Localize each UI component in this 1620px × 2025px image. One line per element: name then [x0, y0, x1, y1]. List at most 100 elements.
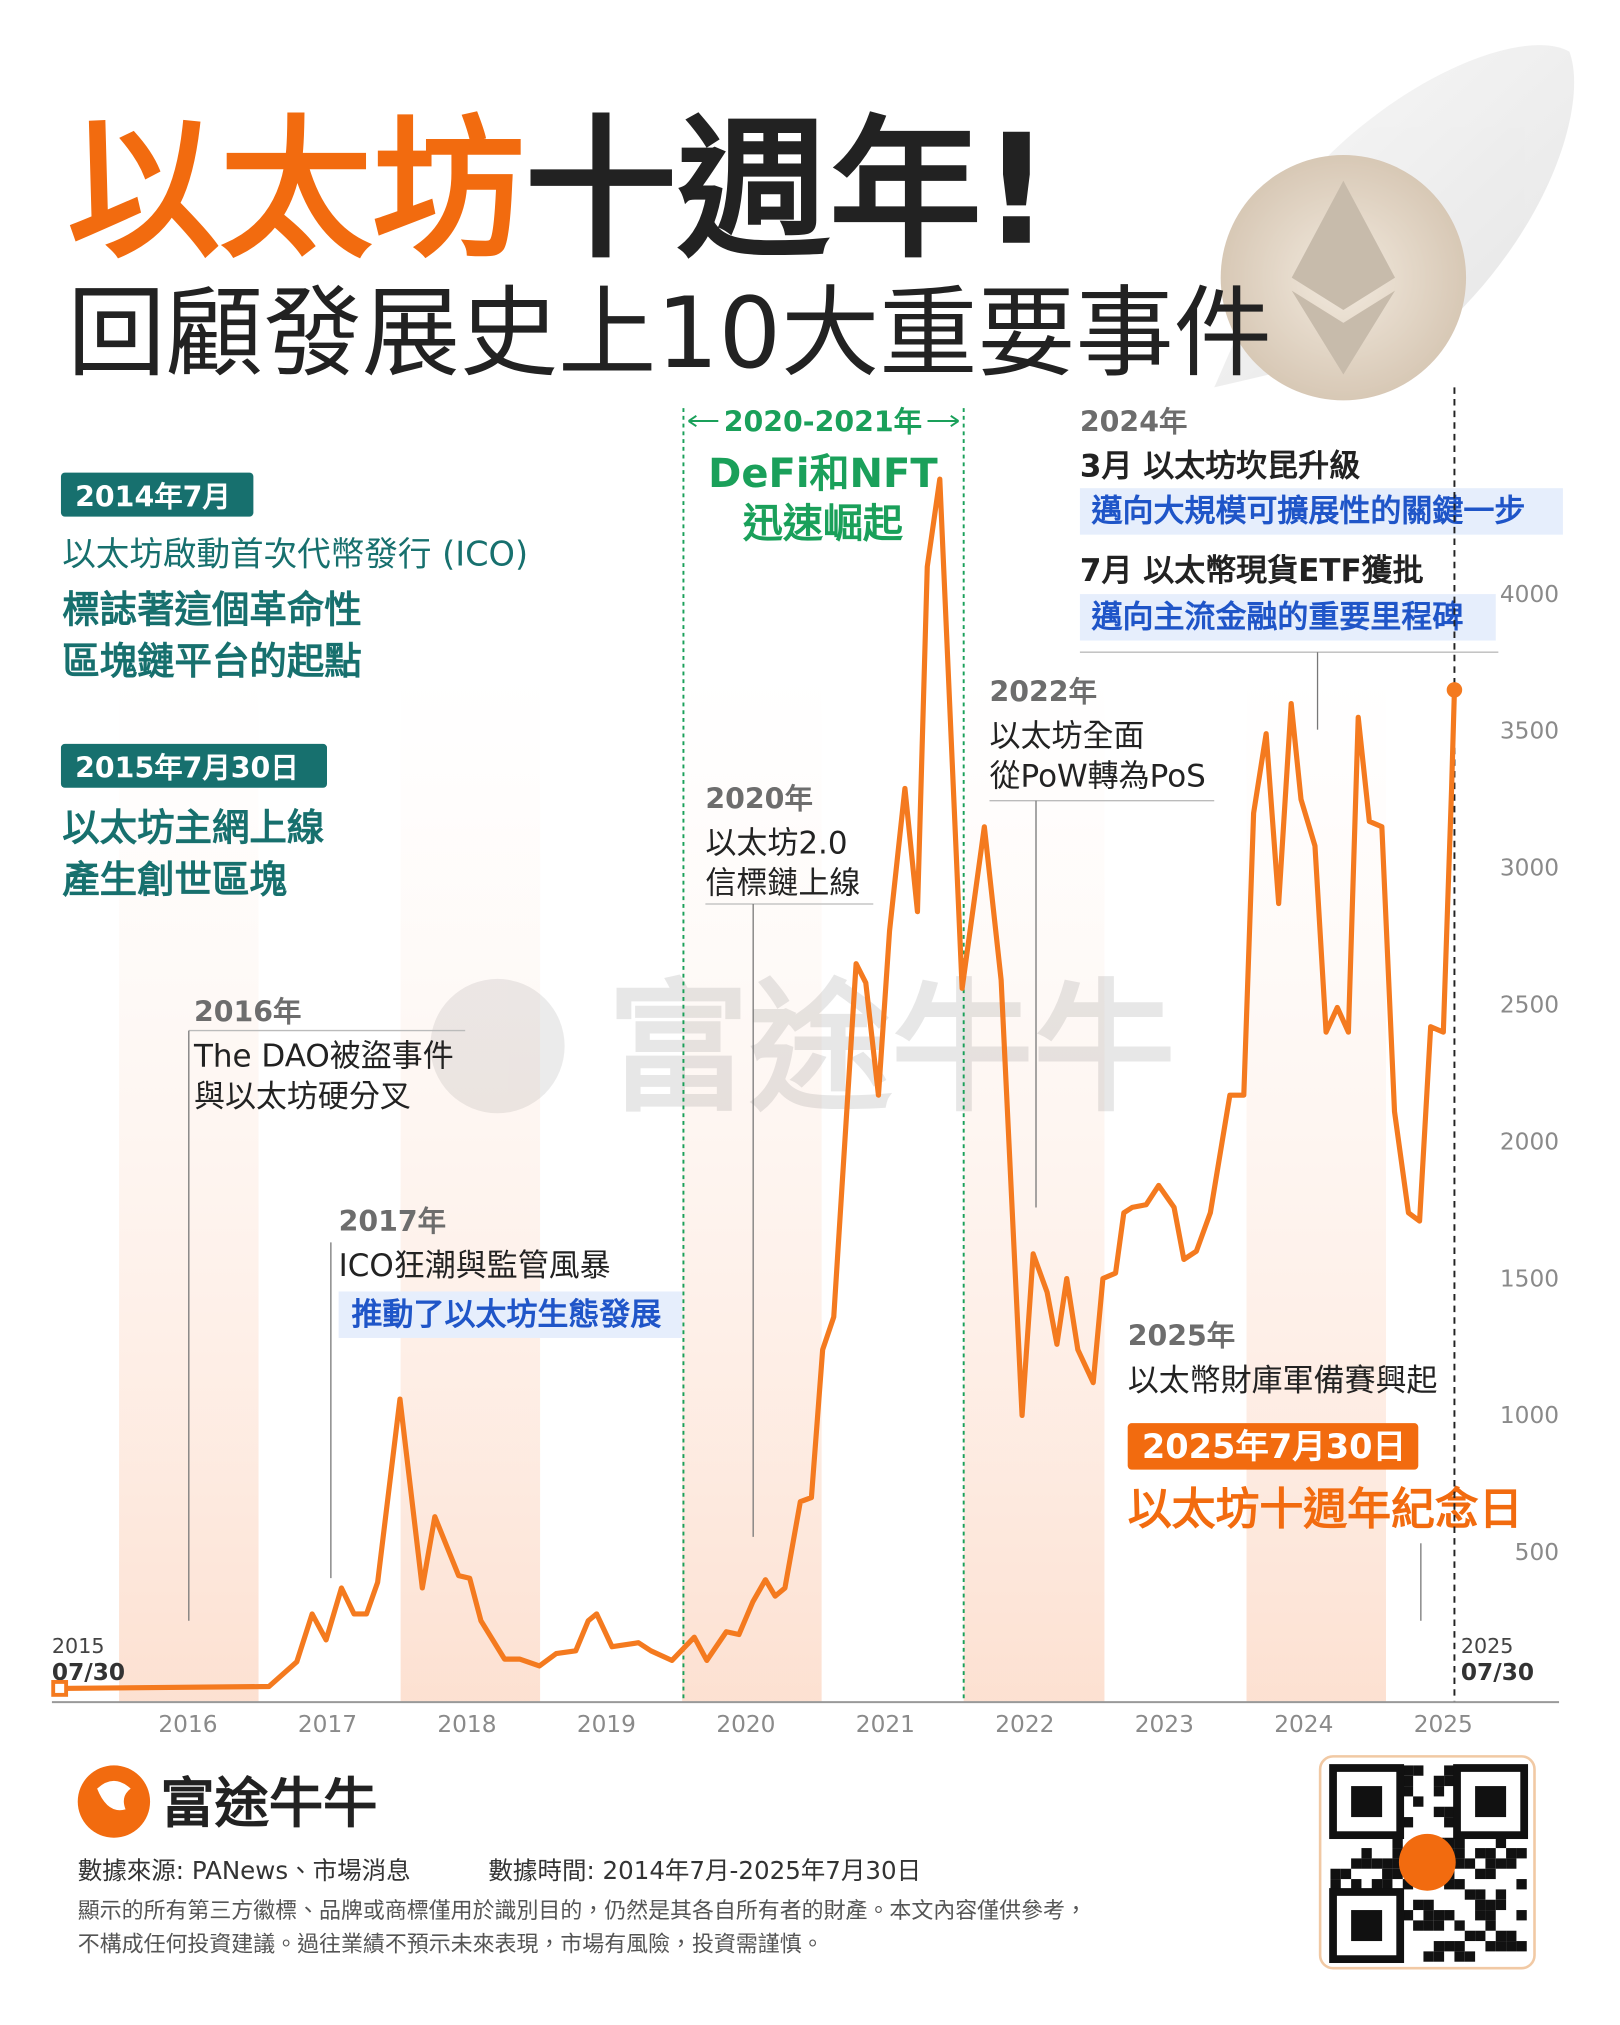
- qr-module: [1361, 1848, 1372, 1859]
- brand-name: 富途牛牛: [160, 1772, 377, 1835]
- end-marker: [1446, 682, 1463, 698]
- qr-finder: [1329, 1888, 1405, 1964]
- qr-module: [1444, 1806, 1455, 1818]
- qr-logo: [1398, 1833, 1456, 1891]
- qr-module: [1464, 1858, 1476, 1869]
- qr-module: [1423, 1899, 1434, 1911]
- x-tick-label: 2025: [1414, 1711, 1473, 1738]
- annotation-year: 2025年: [1128, 1320, 1235, 1353]
- x-tick-label: 2019: [577, 1711, 636, 1738]
- qr-module: [1423, 1951, 1434, 1962]
- y-tick-label: 1500: [1500, 1265, 1559, 1292]
- footer: 富途牛牛 數據來源: PANews、市場消息 數據時間: 2014年7月-202…: [77, 1755, 1536, 1970]
- disclaimer: 不構成任何投資建議。過往業績不預示未來表現，市場有風險，投資需謹慎。: [78, 1932, 824, 1957]
- qr-module: [1392, 1837, 1403, 1849]
- x-tick-label: 2021: [856, 1711, 915, 1738]
- qr-module: [1392, 1848, 1403, 1859]
- qr-module: [1444, 1765, 1455, 1776]
- qr-module: [1516, 1879, 1527, 1890]
- start-label: 2015: [52, 1634, 105, 1658]
- qr-module: [1402, 1786, 1414, 1797]
- subtitle: 回顧發展史上10大重要事件: [67, 277, 1271, 391]
- qr-module: [1454, 1879, 1465, 1890]
- qr-module: [1371, 1879, 1383, 1890]
- year-band: [400, 671, 541, 1703]
- y-tick-label: 2500: [1500, 992, 1559, 1019]
- qr-finder: [1475, 1786, 1507, 1818]
- annotation-bold: 產生創世區塊: [62, 857, 287, 901]
- qr-module: [1464, 1951, 1476, 1962]
- annotation-line: 7月 以太幣現貨ETF獲批: [1080, 553, 1424, 589]
- qr-module: [1423, 1910, 1434, 1921]
- qr-module: [1444, 1775, 1455, 1787]
- badge: [60, 472, 254, 517]
- start-marker: [51, 1680, 69, 1697]
- qr-module: [1454, 1920, 1465, 1931]
- badge: [60, 743, 327, 788]
- qr-module: [1495, 1858, 1507, 1869]
- qr-module: [1423, 1920, 1434, 1931]
- qr-module: [1433, 1910, 1445, 1921]
- y-tick-label: 3500: [1500, 718, 1559, 745]
- qr-module: [1495, 1941, 1507, 1952]
- qr-module: [1402, 1879, 1414, 1890]
- qr-module: [1464, 1889, 1476, 1900]
- qr-module: [1444, 1879, 1455, 1890]
- y-tick-label: 3000: [1500, 855, 1559, 882]
- annotation-year: 2024年: [1080, 405, 1187, 438]
- annotation-bold: 區塊鏈平台的起點: [62, 639, 362, 683]
- brand-logo-mark: [97, 1780, 131, 1811]
- annotation-bold: 以太坊十週年紀念日: [1128, 1484, 1523, 1535]
- qr-module: [1454, 1858, 1465, 1869]
- highlight-bg: [338, 1291, 683, 1338]
- qr-module: [1413, 1920, 1424, 1931]
- qr-module: [1485, 1868, 1496, 1880]
- qr-module: [1495, 1930, 1507, 1942]
- era-bold: DeFi和NFT: [708, 451, 938, 497]
- qr-module: [1433, 1786, 1445, 1797]
- qr-module: [1464, 1930, 1476, 1942]
- x-tick-label: 2016: [158, 1711, 217, 1738]
- qr-module: [1506, 1941, 1517, 1952]
- annotation-line: 3月 以太坊坎昆升級: [1080, 449, 1360, 485]
- title-rest: 十週年!: [525, 102, 1052, 279]
- annotation-year: 2020年: [705, 782, 812, 815]
- annotation-highlight: 邁向大規模可擴展性的關鍵一步: [1091, 494, 1526, 530]
- end-label: 2025: [1461, 1634, 1514, 1658]
- qr-module: [1444, 1817, 1455, 1828]
- qr-module: [1382, 1868, 1393, 1880]
- qr-module: [1506, 1930, 1517, 1942]
- qr-module: [1516, 1910, 1527, 1921]
- x-tick-label: 2024: [1274, 1711, 1333, 1738]
- qr-module: [1402, 1775, 1414, 1787]
- qr-finder: [1351, 1910, 1383, 1942]
- qr-module: [1454, 1951, 1465, 1962]
- qr-module: [1475, 1899, 1486, 1911]
- qr-module: [1392, 1858, 1403, 1869]
- x-tick-label: 2020: [716, 1711, 775, 1738]
- x-tick-label: 2023: [1135, 1711, 1194, 1738]
- year-band: [1246, 671, 1386, 1703]
- title: 以太坊十週年!: [67, 102, 1051, 279]
- title-highlight: 以太坊: [67, 102, 524, 279]
- qr-module: [1516, 1848, 1527, 1859]
- qr-module: [1392, 1868, 1403, 1880]
- y-tick-label: 500: [1515, 1539, 1559, 1566]
- qr-module: [1454, 1848, 1465, 1859]
- era-bold: 迅速崛起: [743, 501, 904, 547]
- qr-module: [1402, 1817, 1414, 1828]
- qr-module: [1402, 1910, 1414, 1921]
- qr-module: [1413, 1796, 1424, 1807]
- source: 數據來源: PANews、市場消息: [78, 1856, 411, 1885]
- annotation-line: 與以太坊硬分叉: [194, 1079, 411, 1115]
- annotation-line: 以太幣財庫軍備賽興起: [1128, 1363, 1438, 1399]
- qr-module: [1361, 1858, 1372, 1869]
- disclaimer: 顯示的所有第三方徽標、品牌或商標僅用於識別目的，仍然是其各自所有者的財產。本文內…: [78, 1899, 1087, 1924]
- annotation-line: 以太坊全面: [990, 718, 1145, 754]
- qr-module: [1371, 1858, 1383, 1869]
- annotation-year: 2016年: [194, 996, 301, 1029]
- year-band: [682, 671, 822, 1703]
- x-tick-label: 2017: [298, 1711, 357, 1738]
